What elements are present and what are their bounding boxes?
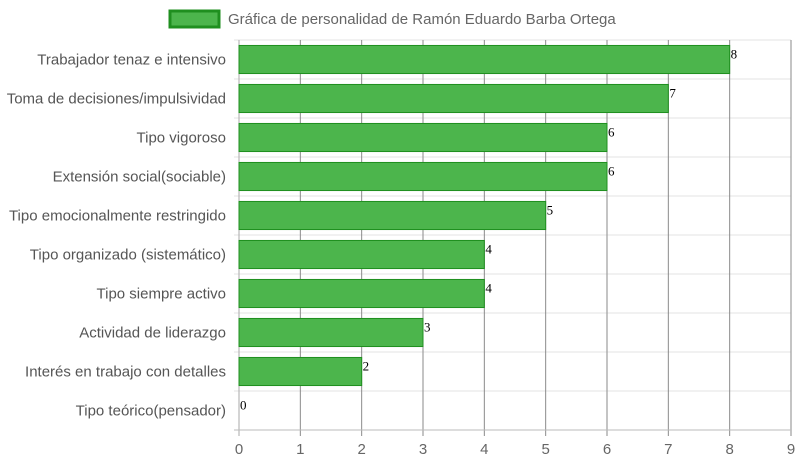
category-label: Tipo siempre activo <box>97 286 227 303</box>
category-label: Tipo organizado (sistemático) <box>30 247 226 264</box>
category-label: Actividad de liderazgo <box>79 325 226 342</box>
x-tick-label: 0 <box>235 441 243 458</box>
category-label: Interés en trabajo con detalles <box>25 364 226 381</box>
category-label: Tipo emocionalmente restringido <box>9 208 226 225</box>
x-tick-label: 9 <box>787 441 795 458</box>
bar[interactable] <box>238 278 485 309</box>
data-label: 7 <box>669 85 676 100</box>
bar[interactable] <box>238 161 608 192</box>
category-label: Trabajador tenaz e intensivo <box>37 52 226 69</box>
data-label: 0 <box>240 397 247 412</box>
legend-swatch <box>168 9 221 29</box>
category-label: Toma de decisiones/impulsividad <box>7 91 226 108</box>
data-label: 2 <box>363 358 370 373</box>
value-labels: 8 7 6 6 5 4 4 3 2 0 <box>240 46 737 412</box>
legend-label: Gráfica de personalidad de Ramón Eduardo… <box>228 11 616 28</box>
category-label: Extensión social(sociable) <box>53 169 226 186</box>
data-label: 4 <box>485 241 492 256</box>
category-label: Tipo teórico(pensador) <box>76 403 226 420</box>
data-label: 6 <box>608 163 615 178</box>
x-tick-label: 4 <box>480 441 488 458</box>
category-labels: Trabajador tenaz e intensivo Toma de deci… <box>7 52 226 420</box>
data-label: 6 <box>608 124 615 139</box>
bar[interactable] <box>238 200 547 231</box>
x-axis-ticks: 0 1 2 3 4 5 6 7 8 9 <box>235 441 795 458</box>
data-label: 4 <box>485 280 492 295</box>
x-tick-label: 1 <box>296 441 304 458</box>
data-label: 3 <box>424 319 431 334</box>
bar[interactable] <box>238 83 669 114</box>
x-tick-label: 2 <box>357 441 365 458</box>
x-tick-label: 7 <box>664 441 672 458</box>
x-tick-label: 5 <box>541 441 549 458</box>
data-label: 5 <box>547 202 554 217</box>
bars <box>238 44 731 387</box>
data-label: 8 <box>731 46 738 61</box>
bar[interactable] <box>238 317 424 348</box>
bar[interactable] <box>238 239 485 270</box>
bar[interactable] <box>238 122 608 153</box>
legend[interactable]: Gráfica de personalidad de Ramón Eduardo… <box>168 9 616 29</box>
bar[interactable] <box>238 44 731 75</box>
bar[interactable] <box>238 356 363 387</box>
category-label: Tipo vigoroso <box>137 130 227 147</box>
x-tick-label: 8 <box>725 441 733 458</box>
x-tick-label: 3 <box>419 441 427 458</box>
x-tick-label: 6 <box>603 441 611 458</box>
